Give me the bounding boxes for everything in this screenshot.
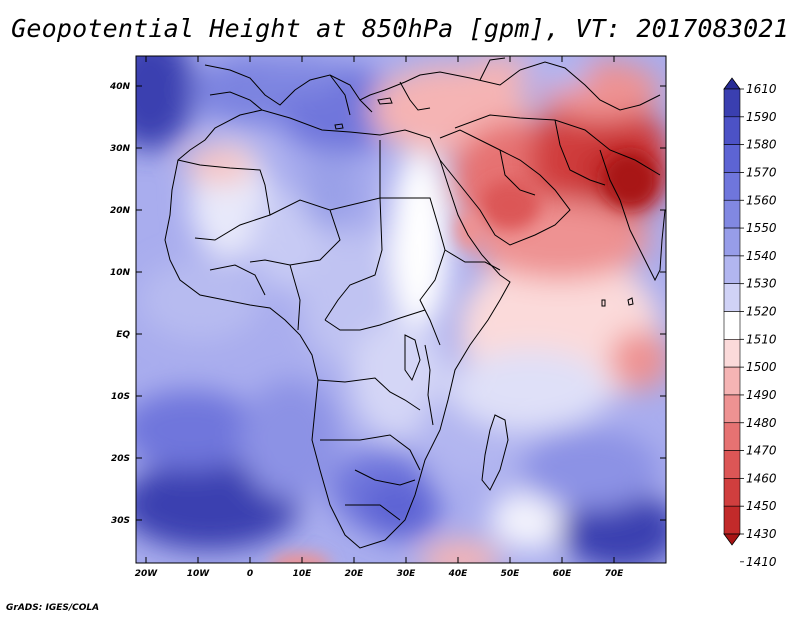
lat-tick-10N: 10N: [110, 268, 666, 278]
colorbar-swatch: [723, 88, 741, 118]
colorbar-label: 1560: [746, 193, 777, 207]
lat-label: 10N: [110, 268, 131, 278]
lon-tick-20E: 20E: [345, 56, 365, 579]
colorbar-label: 1410: [746, 555, 777, 569]
lon-label: 0: [247, 569, 253, 579]
lat-tick-20S: 20S: [111, 454, 666, 464]
lon-label: 30E: [397, 569, 417, 579]
lon-label: 40E: [448, 569, 469, 579]
color-bar: 1610 1590 1580 1570 1560 1550 1540 1530 1520 1510…: [723, 77, 777, 569]
colorbar-label: 1450: [746, 499, 777, 513]
colorbar-swatch: [723, 450, 741, 479]
colorbar-swatch: [723, 199, 741, 229]
colorbar-swatch: [723, 227, 741, 257]
lon-axis: 20W 10W 0 10E 20E 30E 40E 50E 60E 70E: [135, 56, 624, 579]
lat-label: EQ: [116, 330, 130, 340]
lon-label: 50E: [501, 569, 521, 579]
colorbar-swatch: [723, 283, 741, 312]
grads-credit: GrADS: IGES/COLA: [6, 603, 100, 613]
map-title: Geopotential Height at 850hPa [gpm], VT:…: [11, 14, 789, 43]
colorbar-label: 1580: [746, 138, 777, 152]
lat-tick-20N: 20N: [110, 206, 666, 216]
colorbar-label: 1610: [746, 82, 777, 96]
lon-label: 20W: [135, 569, 159, 579]
colorbar-bottom-arrow: [723, 533, 741, 546]
colorbar-label: 1530: [746, 277, 777, 291]
lon-tick-0: 0: [247, 56, 253, 579]
colorbar-label: 1480: [746, 416, 777, 430]
lon-tick-50E: 50E: [501, 56, 521, 579]
colorbar-swatch: [723, 255, 741, 284]
lat-label: 30S: [111, 516, 130, 526]
lat-tick-40N: 40N: [109, 82, 666, 92]
lat-label: 20S: [111, 454, 130, 464]
lat-tick-30S: 30S: [111, 516, 666, 526]
lon-label: 60E: [553, 569, 573, 579]
colorbar-swatch: [723, 366, 741, 396]
lat-label: 30N: [110, 144, 131, 154]
lon-tick-10E: 10E: [293, 56, 313, 579]
colorbar-swatch: [723, 394, 741, 424]
map-panel: 40N 30N 20N 10N EQ 10S 20S 30S 20W 10W 0…: [109, 55, 667, 579]
geopotential-field: [136, 56, 666, 563]
lon-tick-70E: 70E: [605, 56, 625, 579]
colorbar-swatch: [723, 422, 741, 451]
colorbar-label: 1510: [746, 332, 777, 346]
lon-label: 70E: [605, 569, 625, 579]
lon-tick-20W: 20W: [135, 56, 159, 579]
lon-tick-40E: 40E: [448, 56, 469, 579]
colorbar-swatch: [723, 505, 741, 535]
coastlines: [164, 57, 666, 549]
lat-axis: 40N 30N 20N 10N EQ 10S 20S 30S: [109, 82, 666, 526]
lon-label: 20E: [345, 569, 365, 579]
lat-tick-EQ: EQ: [116, 330, 666, 340]
colorbar-swatch: [723, 144, 741, 173]
lat-label: 40N: [109, 82, 131, 92]
colorbar-swatch: [723, 311, 741, 340]
colorbar-swatch: [723, 339, 741, 368]
colorbar-swatch: [723, 116, 741, 145]
lon-tick-10W: 10W: [187, 56, 211, 579]
lat-tick-10S: 10S: [111, 392, 666, 402]
colorbar-label: 1490: [746, 388, 777, 402]
colorbar-swatch: [723, 172, 741, 201]
colorbar-label: 1540: [746, 249, 777, 263]
colorbar-top-arrow: [723, 77, 741, 90]
lon-label: 10E: [293, 569, 313, 579]
colorbar-swatch: [723, 478, 741, 507]
lat-label: 10S: [111, 392, 130, 402]
colorbar-label: 1470: [746, 444, 777, 458]
lat-label: 20N: [110, 206, 131, 216]
colorbar-label: 1570: [746, 165, 777, 179]
lat-tick-30N: 30N: [110, 144, 666, 154]
colorbar-label: 1590: [746, 110, 777, 124]
colorbar-label: 1500: [746, 360, 777, 374]
colorbar-label: 1520: [746, 305, 777, 319]
colorbar-label: 1460: [746, 471, 777, 485]
colorbar-label: 1550: [746, 221, 777, 235]
lon-tick-30E: 30E: [397, 56, 417, 579]
lon-tick-60E: 60E: [553, 56, 573, 579]
lon-label: 10W: [187, 569, 211, 579]
colorbar-label: 1430: [746, 527, 777, 541]
